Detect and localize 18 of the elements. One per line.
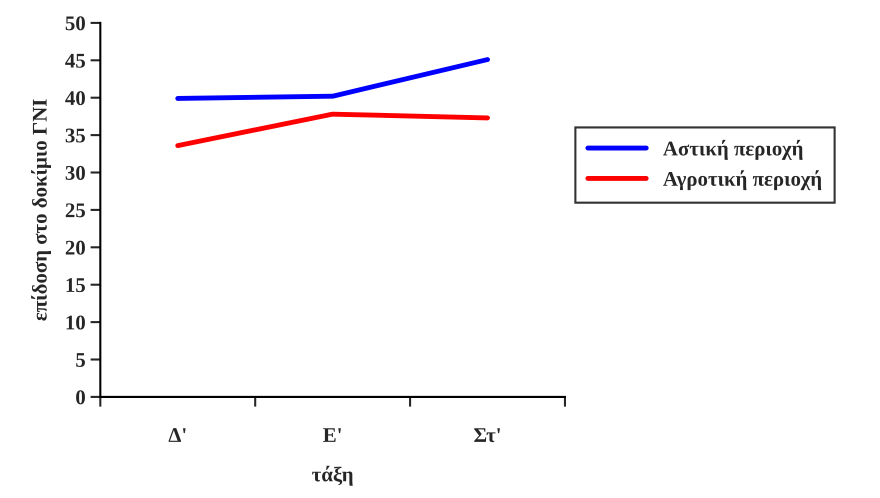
y-tick-label: 25 (66, 203, 85, 218)
legend-label: Αγροτική περιοχή (663, 170, 822, 190)
y-tick-label: 20 (66, 240, 85, 255)
y-tick-label: 5 (76, 353, 85, 367)
y-tick-label: 15 (66, 278, 85, 292)
y-tick-label: 10 (66, 315, 85, 330)
y-tick-label: 45 (65, 54, 85, 68)
y-tick-label: 0 (76, 390, 85, 404)
x-tick-label: Στ' (474, 428, 500, 442)
y-tick-label: 30 (66, 166, 85, 180)
x-tick-label: Ε' (323, 428, 341, 442)
y-tick-label: 50 (66, 16, 85, 30)
legend-label: Αστική περιοχή (663, 140, 803, 160)
x-axis-title: τάξη (312, 466, 353, 486)
y-tick-label: 35 (66, 128, 85, 143)
y-tick-label: 40 (65, 91, 85, 106)
x-tick-label: Δ' (168, 428, 186, 442)
y-axis-title: επίδοση στο δοκίμιο ΓΝΙ (31, 99, 52, 321)
